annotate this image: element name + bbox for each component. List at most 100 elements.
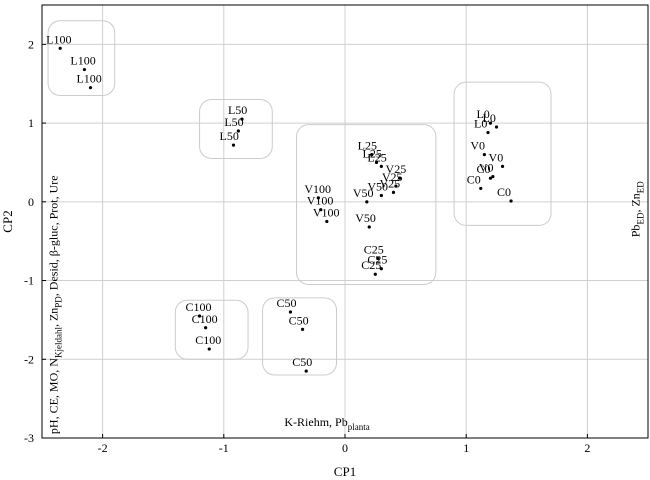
cluster-box — [453, 81, 552, 226]
point-label: C100 — [186, 300, 212, 314]
cluster-box — [199, 98, 273, 160]
point-label: V50 — [367, 180, 388, 194]
point-label: L25 — [363, 146, 382, 160]
data-point — [204, 326, 208, 330]
data-point — [509, 199, 513, 203]
data-point — [316, 196, 320, 200]
y-tick-label: 2 — [28, 37, 34, 51]
x-tick-label: 0 — [342, 441, 348, 455]
data-point — [231, 143, 236, 147]
annotation-text: pH, CE, MO, NKjeldahl, ZnPD, Desid, β-gl… — [47, 175, 64, 434]
point-label: L50 — [219, 129, 238, 143]
data-point — [494, 125, 499, 129]
y-tick-label: -1 — [24, 274, 34, 288]
x-tick-label: -2 — [98, 441, 108, 455]
data-point — [240, 117, 244, 121]
point-label: L0 — [483, 111, 496, 125]
data-point — [88, 86, 93, 90]
grid-lines — [42, 5, 648, 439]
point-label: C100 — [195, 333, 221, 347]
point-label: L25 — [367, 150, 386, 164]
point-label: V100 — [307, 194, 334, 208]
point-label: L25 — [358, 139, 377, 153]
point-label: C50 — [289, 313, 309, 327]
point-label: V100 — [304, 182, 331, 196]
point-labels: L100L100L100L50L50L50L25L25L25V25V25V25V… — [46, 32, 511, 369]
point-label: V50 — [353, 186, 374, 200]
point-label: V0 — [489, 150, 504, 164]
point-label: C50 — [292, 355, 312, 369]
point-label: C25 — [367, 253, 387, 267]
data-point — [304, 369, 308, 373]
data-point — [376, 256, 380, 261]
data-point — [488, 176, 493, 180]
y-tick-label: 0 — [28, 195, 34, 209]
y-axis-label: CP2 — [0, 210, 15, 232]
data-point — [486, 130, 490, 135]
y-tick-label: -3 — [24, 431, 34, 445]
point-label: V25 — [386, 162, 407, 176]
data-point — [391, 190, 396, 194]
point-label: C0 — [476, 162, 490, 176]
point-label: C0 — [497, 185, 511, 199]
point-label: C100 — [192, 312, 218, 326]
cluster-box — [296, 124, 437, 285]
data-point — [207, 347, 211, 351]
y-tick-label: -2 — [24, 352, 34, 366]
data-point — [82, 67, 87, 72]
data-point — [482, 152, 486, 157]
data-point — [319, 208, 323, 212]
data-point — [370, 152, 374, 157]
point-label: L0 — [474, 117, 487, 131]
point-label: L100 — [70, 54, 95, 68]
data-point — [325, 219, 329, 224]
cluster-box — [262, 297, 338, 376]
point-label: C50 — [276, 296, 296, 310]
point-label: V100 — [313, 206, 340, 220]
data-point — [491, 175, 495, 179]
annotations: K-Riehm, Pbplanta pH, CE, MO, NKjeldahl, … — [47, 175, 646, 434]
point-label: L50 — [224, 115, 243, 129]
cluster-boxes — [47, 20, 552, 376]
data-point — [379, 267, 383, 271]
data-point — [58, 46, 62, 50]
data-point — [197, 314, 202, 318]
data-point — [500, 164, 505, 168]
data-point — [373, 272, 377, 276]
data-point — [367, 225, 371, 229]
data-point — [300, 327, 305, 331]
axis-ticks: -2 -1 0 1 2 -3 -2 -1 0 1 2 — [24, 37, 590, 455]
point-label: L100 — [46, 32, 71, 46]
data-point — [397, 176, 402, 180]
cluster-box — [47, 20, 116, 97]
data-points — [58, 46, 513, 373]
data-point — [394, 184, 398, 188]
point-label: C25 — [361, 258, 381, 272]
point-label: C0 — [467, 172, 481, 186]
x-tick-label: -1 — [219, 441, 229, 455]
data-point — [365, 200, 369, 204]
point-label: L100 — [76, 72, 101, 86]
point-label: L50 — [228, 103, 247, 117]
point-label: V0 — [479, 161, 494, 175]
cluster-box — [174, 299, 249, 360]
point-label: V25 — [379, 176, 400, 190]
x-tick-label: 1 — [463, 441, 469, 455]
annotation-text: PbED, ZnED — [628, 181, 645, 238]
y-tick-label: 1 — [28, 116, 34, 130]
data-point — [379, 193, 383, 198]
x-tick-label: 2 — [584, 441, 590, 455]
data-point — [379, 164, 383, 168]
point-label: V0 — [470, 139, 485, 153]
x-axis-label: CP1 — [334, 464, 356, 479]
data-point — [488, 121, 493, 125]
annotation-text: K-Riehm, Pbplanta — [284, 415, 369, 432]
data-point — [479, 186, 483, 191]
point-label: V50 — [355, 211, 376, 225]
data-point — [236, 129, 240, 133]
point-label: C25 — [364, 243, 384, 257]
point-label: L0 — [476, 107, 489, 121]
data-point — [374, 160, 379, 165]
data-point — [288, 310, 293, 314]
